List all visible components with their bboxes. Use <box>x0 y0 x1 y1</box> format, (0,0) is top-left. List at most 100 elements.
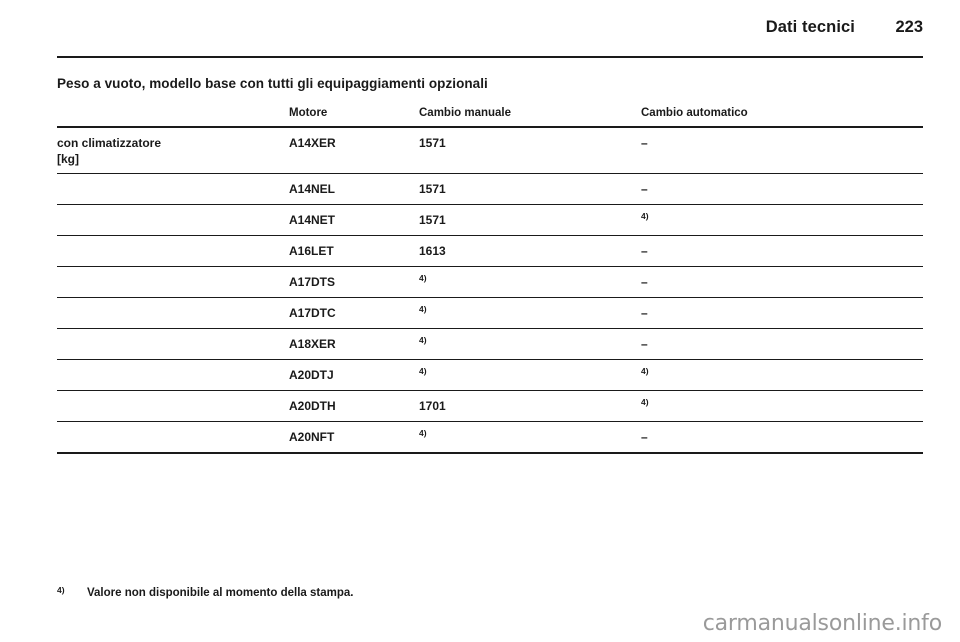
cell-automatic-gearbox-weight: – <box>641 421 923 454</box>
footnote-reference: 4) <box>641 397 649 407</box>
cell-automatic-gearbox-weight: – <box>641 266 923 298</box>
row-label-cell <box>57 390 289 422</box>
value-not-available-dash: – <box>641 136 648 150</box>
cell-automatic-gearbox-weight: 4) <box>641 359 923 391</box>
cell-manual-gearbox-weight: 4) <box>419 421 641 454</box>
row-label-cell <box>57 421 289 454</box>
cell-manual-gearbox-weight: 1571 <box>419 173 641 205</box>
value-not-available-dash: – <box>641 182 648 196</box>
cell-automatic-gearbox-weight: – <box>641 235 923 267</box>
engine-code: A18XER <box>289 337 336 351</box>
section-title: Peso a vuoto, modello base con tutti gli… <box>57 76 488 91</box>
cell-engine-code: A17DTC <box>289 297 419 329</box>
engine-code: A14XER <box>289 136 336 150</box>
cell-engine-code: A20NFT <box>289 421 419 454</box>
table-row: A20NFT 4) – <box>57 421 923 454</box>
value-weight: 1571 <box>419 213 446 227</box>
row-label-cell <box>57 297 289 329</box>
value-not-available-dash: – <box>641 306 648 320</box>
header-page-number: 223 <box>895 18 923 36</box>
cell-automatic-gearbox-weight: – <box>641 328 923 360</box>
footnote-reference: 4) <box>419 366 427 376</box>
cell-engine-code: A14NEL <box>289 173 419 205</box>
table-head: Motore Cambio manuale Cambio automatico <box>57 103 923 127</box>
engine-code: A20NFT <box>289 430 335 444</box>
table-row: A20DTJ 4) 4) <box>57 359 923 391</box>
cell-manual-gearbox-weight: 1701 <box>419 390 641 422</box>
footnote-reference: 4) <box>419 304 427 314</box>
cell-manual-gearbox-weight: 1571 <box>419 204 641 236</box>
cell-manual-gearbox-weight: 1613 <box>419 235 641 267</box>
row-label-cell <box>57 204 289 236</box>
table-row: A14NET 1571 4) <box>57 204 923 236</box>
value-not-available-dash: – <box>641 337 648 351</box>
footnote-reference: 4) <box>641 211 649 221</box>
cell-automatic-gearbox-weight: – <box>641 127 923 174</box>
cell-engine-code: A17DTS <box>289 266 419 298</box>
footnote-text: Valore non disponibile al momento della … <box>87 587 354 599</box>
cell-manual-gearbox-weight: 1571 <box>419 127 641 174</box>
engine-code: A17DTC <box>289 306 336 320</box>
engine-code: A20DTJ <box>289 368 334 382</box>
table-row: A18XER 4) – <box>57 328 923 360</box>
value-weight: 1571 <box>419 182 446 196</box>
column-header-label <box>57 103 289 127</box>
header-chapter-title: Dati tecnici <box>765 18 855 36</box>
cell-manual-gearbox-weight: 4) <box>419 266 641 298</box>
value-weight: 1571 <box>419 136 446 150</box>
footnote-reference: 4) <box>641 366 649 376</box>
header-rule <box>57 56 923 58</box>
row-label-cell <box>57 266 289 298</box>
cell-manual-gearbox-weight: 4) <box>419 328 641 360</box>
table-row: A14NEL 1571 – <box>57 173 923 205</box>
table-body: con climatizzatore [kg] A14XER 1571 – A14NEL 1… <box>57 127 923 454</box>
running-header: Dati tecnici 223 <box>57 18 923 42</box>
footnote-reference: 4) <box>419 335 427 345</box>
table-row: A20DTH 1701 4) <box>57 390 923 422</box>
row-label-line1: con climatizzatore <box>57 136 162 150</box>
row-label-cell <box>57 328 289 360</box>
value-weight: 1701 <box>419 399 446 413</box>
cell-engine-code: A14XER <box>289 127 419 174</box>
column-header-manual: Cambio manuale <box>419 107 512 119</box>
row-label-line2: [kg] <box>57 152 79 166</box>
cell-automatic-gearbox-weight: – <box>641 297 923 329</box>
watermark: carmanualsonline.info <box>702 611 942 636</box>
cell-engine-code: A16LET <box>289 235 419 267</box>
cell-automatic-gearbox-weight: 4) <box>641 204 923 236</box>
column-header-engine: Motore <box>289 107 328 119</box>
footnote-reference: 4) <box>419 273 427 283</box>
cell-manual-gearbox-weight: 4) <box>419 359 641 391</box>
table-row: con climatizzatore [kg] A14XER 1571 – <box>57 127 923 174</box>
row-label-cell <box>57 359 289 391</box>
engine-code: A20DTH <box>289 399 336 413</box>
row-label-cell: con climatizzatore [kg] <box>57 127 289 174</box>
value-not-available-dash: – <box>641 244 648 258</box>
engine-code: A16LET <box>289 244 334 258</box>
column-header-auto: Cambio automatico <box>641 107 748 119</box>
engine-code: A14NET <box>289 213 336 227</box>
row-label-cell <box>57 173 289 205</box>
value-weight: 1613 <box>419 244 446 258</box>
table-row: A17DTC 4) – <box>57 297 923 329</box>
footnote-reference: 4) <box>419 428 427 438</box>
table-row: A17DTS 4) – <box>57 266 923 298</box>
weights-table: Motore Cambio manuale Cambio automatico … <box>57 103 923 454</box>
cell-engine-code: A14NET <box>289 204 419 236</box>
footnote: 4) Valore non disponibile al momento del… <box>57 585 354 599</box>
engine-code: A17DTS <box>289 275 336 289</box>
cell-engine-code: A20DTH <box>289 390 419 422</box>
engine-code: A14NEL <box>289 182 336 196</box>
table-row: A16LET 1613 – <box>57 235 923 267</box>
table-header-row: Motore Cambio manuale Cambio automatico <box>57 103 923 127</box>
cell-automatic-gearbox-weight: – <box>641 173 923 205</box>
footnote-marker: 4) <box>57 585 65 595</box>
value-not-available-dash: – <box>641 430 648 444</box>
cell-manual-gearbox-weight: 4) <box>419 297 641 329</box>
cell-engine-code: A20DTJ <box>289 359 419 391</box>
cell-automatic-gearbox-weight: 4) <box>641 390 923 422</box>
row-label-cell <box>57 235 289 267</box>
value-not-available-dash: – <box>641 275 648 289</box>
cell-engine-code: A18XER <box>289 328 419 360</box>
